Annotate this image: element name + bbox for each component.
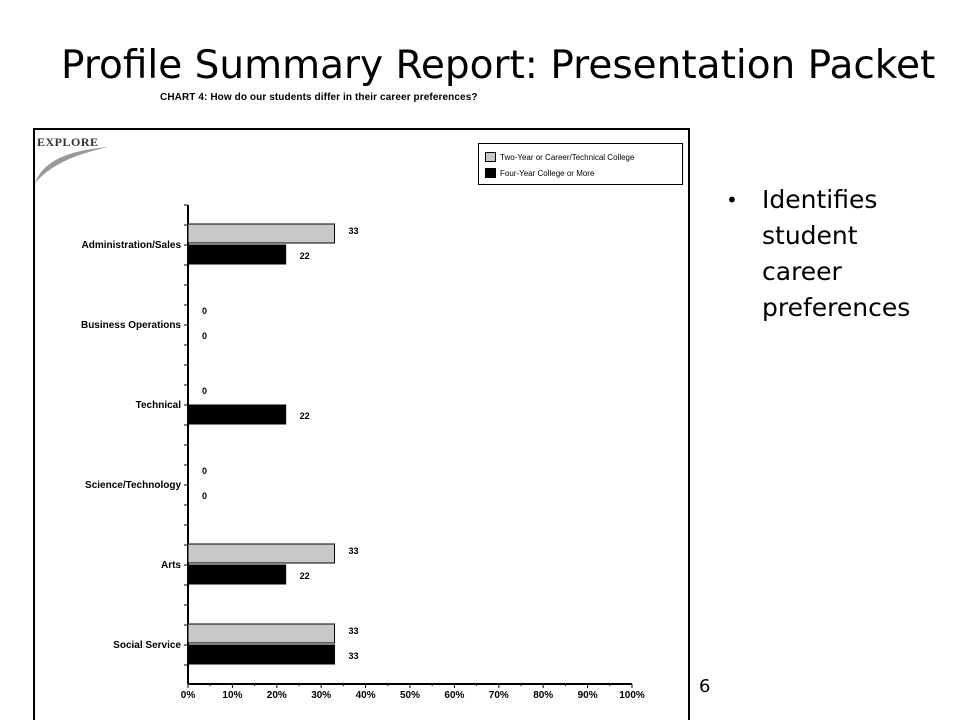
- category-label: Business Operations: [81, 320, 181, 331]
- data-label: 0: [202, 491, 207, 501]
- x-tick-label: 80%: [533, 690, 553, 701]
- category-label: Arts: [161, 560, 181, 571]
- bullet-list: • Identifies student career preferences: [726, 182, 948, 326]
- logo-swoosh-icon: [35, 147, 108, 183]
- data-label: 22: [300, 411, 310, 421]
- bar-four-year: [187, 244, 287, 265]
- data-label: 33: [349, 226, 359, 236]
- data-label: 22: [300, 251, 310, 261]
- x-tick-label: 90%: [578, 690, 598, 701]
- data-label: 0: [202, 331, 207, 341]
- legend-item-four-year: Four-Year College or More: [485, 167, 594, 179]
- x-tick-label: 50%: [400, 690, 420, 701]
- bar-four-year: [187, 644, 336, 665]
- data-label: 0: [202, 466, 207, 476]
- data-label: 0: [202, 306, 207, 316]
- x-tick-label: 20%: [267, 690, 287, 701]
- chart-legend: Two-Year or Career/Technical College Fou…: [478, 143, 683, 185]
- x-tick-label: 70%: [489, 690, 509, 701]
- legend-swatch-gray: [485, 152, 496, 162]
- data-label: 0: [202, 386, 207, 396]
- x-tick-label: 10%: [222, 690, 242, 701]
- chart-title: CHART 4: How do our students differ in t…: [160, 92, 478, 103]
- category-label: Administration/Sales: [82, 240, 182, 251]
- explore-logo: EXPLORE: [37, 135, 99, 149]
- category-label: Technical: [136, 400, 182, 411]
- page-number: 6: [699, 676, 711, 697]
- bar-two-year: [187, 223, 336, 244]
- bar-two-year: [187, 623, 336, 644]
- x-tick-label: 40%: [356, 690, 376, 701]
- chart-frame: [33, 128, 690, 720]
- legend-item-two-year: Two-Year or Career/Technical College: [485, 151, 634, 163]
- data-label: 22: [300, 571, 310, 581]
- x-tick-label: 60%: [444, 690, 464, 701]
- bullet-icon: •: [726, 188, 738, 212]
- bullet-item: Identifies student career preferences: [762, 185, 911, 322]
- x-tick-label: 100%: [619, 690, 645, 701]
- bar-four-year: [187, 404, 287, 425]
- legend-label: Two-Year or Career/Technical College: [500, 152, 635, 162]
- data-label: 33: [349, 651, 359, 661]
- category-label: Social Service: [113, 640, 181, 651]
- category-label: Science/Technology: [85, 480, 181, 491]
- bar-two-year: [187, 543, 336, 564]
- x-tick-label: 0%: [181, 690, 196, 701]
- slide-title: Profile Summary Report: Presentation Pac…: [61, 43, 936, 88]
- bar-four-year: [187, 564, 287, 585]
- legend-swatch-black: [485, 168, 496, 178]
- data-label: 33: [349, 626, 359, 636]
- data-label: 33: [349, 546, 359, 556]
- legend-label: Four-Year College or More: [500, 168, 595, 178]
- x-tick-label: 30%: [311, 690, 331, 701]
